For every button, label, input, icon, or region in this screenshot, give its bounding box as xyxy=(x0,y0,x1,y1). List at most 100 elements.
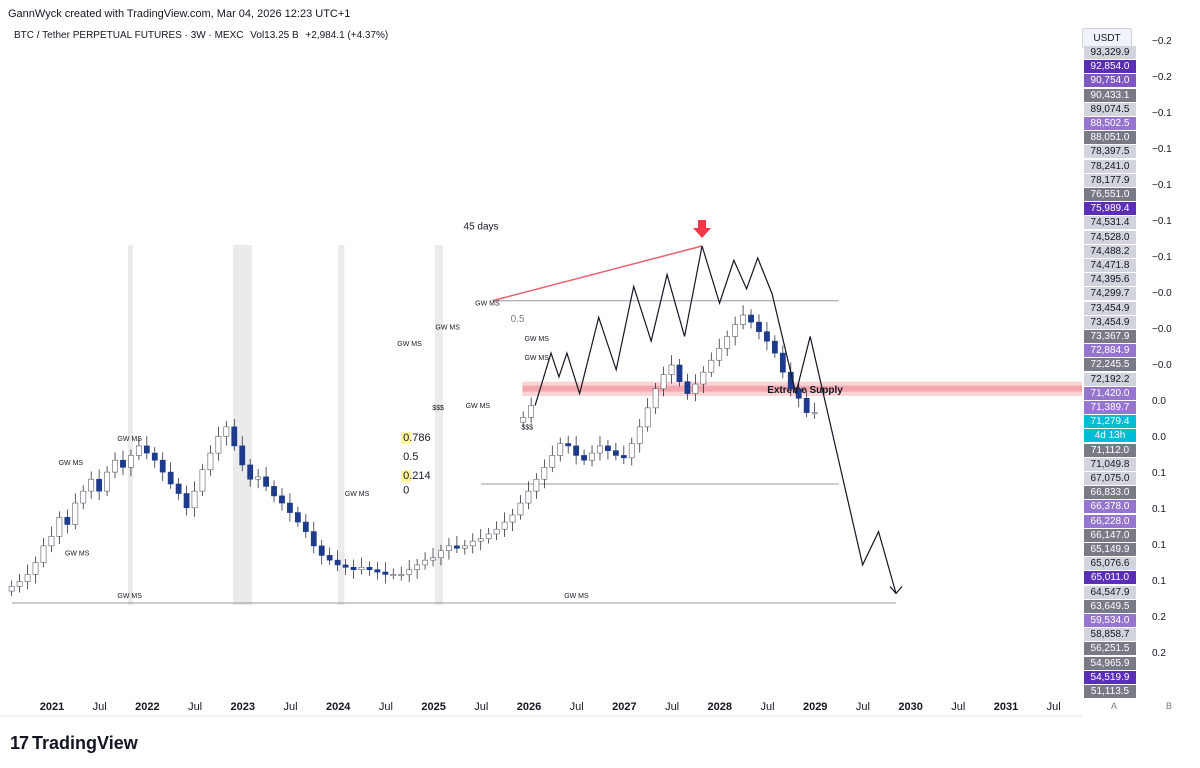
candle-up xyxy=(207,452,214,471)
candle-down xyxy=(287,502,293,513)
candle xyxy=(597,436,603,461)
candle-up xyxy=(520,417,527,423)
candle-up xyxy=(811,412,818,415)
candle xyxy=(430,548,436,567)
price-axis-label: 78,241.0 xyxy=(1084,159,1136,173)
candle xyxy=(294,506,301,527)
candle xyxy=(803,390,810,418)
candle-down xyxy=(279,495,285,504)
candle xyxy=(612,442,619,461)
fib-level-label: 0.5 xyxy=(403,451,418,463)
candle-down xyxy=(676,364,683,382)
candle xyxy=(390,568,397,580)
price-axis-label: 74,471.8 xyxy=(1084,259,1136,272)
price-axis-label: 74,395.6 xyxy=(1084,273,1136,287)
candle-up xyxy=(8,586,15,592)
right-scale-label: 0.1 xyxy=(1152,576,1166,587)
price-axis-label: 63,649.5 xyxy=(1084,599,1136,613)
candle-down xyxy=(581,455,587,461)
auto-scale-button[interactable]: A xyxy=(1111,701,1118,711)
candle xyxy=(64,509,71,534)
price-axis-label: 90,754.0 xyxy=(1084,74,1136,88)
candle-up xyxy=(732,324,739,337)
candle xyxy=(104,466,110,496)
candle xyxy=(700,366,707,394)
candle xyxy=(477,528,484,551)
candle xyxy=(215,426,222,461)
candle xyxy=(358,557,365,575)
candle-down xyxy=(748,314,754,323)
candle-up xyxy=(40,545,47,563)
price-axis-label: 73,367.9 xyxy=(1084,330,1136,343)
price-axis-label: 73,454.9 xyxy=(1084,301,1136,315)
candle xyxy=(8,580,15,596)
candle xyxy=(589,445,595,467)
tradingview-logo-icon: 17 xyxy=(10,733,29,753)
candle xyxy=(318,539,325,565)
price-axis-label: 75,989.4 xyxy=(1084,202,1136,216)
candle xyxy=(263,467,269,492)
candle-up xyxy=(660,374,667,390)
annotation-label: $$$ xyxy=(521,424,533,431)
price-axis-label: 73,454.9 xyxy=(1084,315,1136,329)
candle xyxy=(88,471,95,499)
candle xyxy=(438,544,444,566)
price-axis-label: 88,502.5 xyxy=(1084,117,1136,130)
price-axis-label: 71,389.7 xyxy=(1084,401,1136,414)
candle-down xyxy=(159,459,166,473)
candle-up xyxy=(597,445,603,454)
currency-badge[interactable]: USDT xyxy=(1082,28,1132,48)
candle xyxy=(326,547,333,565)
right-scale-label: −0.2 xyxy=(1152,36,1172,47)
candle xyxy=(779,345,786,379)
candle xyxy=(48,526,55,553)
candle-up xyxy=(509,514,516,523)
annotations: 45 days GW MS GW MS GW MS GW MS GW MS GW MS GW … xyxy=(59,221,589,600)
candle-down xyxy=(764,331,770,342)
right-scale-label: −0.0 xyxy=(1152,360,1172,371)
tradingview-logo[interactable]: 17 TradingView xyxy=(10,733,138,754)
x-tick-label: 2030 xyxy=(898,701,922,713)
candle xyxy=(167,462,174,489)
symbol-name[interactable]: BTC / Tether PERPETUAL FUTURES · 3W · ME… xyxy=(14,30,244,41)
candle-up xyxy=(72,502,79,525)
candle-down xyxy=(684,381,691,394)
x-tick-label: Jul xyxy=(283,701,297,713)
price-axis-label: 88,051.0 xyxy=(1084,131,1136,145)
price-axis-label: 78,177.9 xyxy=(1084,173,1136,187)
candle xyxy=(271,480,277,503)
x-axis: 2021 Jul 2022 Jul 2023 Jul 2024 Jul 2025 Jul 2026 J… xyxy=(0,701,1082,717)
candle-up xyxy=(398,574,405,576)
candle xyxy=(517,495,524,520)
right-scale-label: 0.2 xyxy=(1152,612,1166,623)
candle-up xyxy=(135,445,142,456)
trend-line xyxy=(491,245,703,302)
candle xyxy=(406,559,413,583)
candle xyxy=(175,478,182,500)
log-scale-button[interactable]: B xyxy=(1166,701,1173,711)
candle-down xyxy=(239,445,246,466)
x-tick-label: 2024 xyxy=(326,701,351,713)
fib-level-label: 0.214 xyxy=(403,470,431,482)
candle xyxy=(374,561,381,580)
price-axis-label: 90,433.1 xyxy=(1084,88,1136,102)
x-tick-label: Jul xyxy=(93,701,107,713)
annotation-label: 0.5 xyxy=(511,314,525,325)
candle xyxy=(509,508,516,532)
price-axis-label: 67,075.0 xyxy=(1084,472,1136,485)
candle xyxy=(422,552,428,570)
candle-up xyxy=(477,538,484,542)
candle-up xyxy=(390,574,397,576)
right-scale-label: −0.1 xyxy=(1152,216,1172,227)
price-chart[interactable]: Extreme Supply 45 days GW MS GW MS GW MS GW … xyxy=(0,0,1200,718)
candle xyxy=(279,488,285,511)
candle xyxy=(692,374,699,402)
candle-up xyxy=(48,536,55,547)
x-tick-label: 2027 xyxy=(612,701,636,713)
candle xyxy=(128,449,134,477)
candle-up xyxy=(104,471,110,492)
candle-up xyxy=(541,467,548,480)
right-scale-label: 0.2 xyxy=(1152,648,1166,659)
x-tick-label: 2022 xyxy=(135,701,159,713)
candle xyxy=(732,316,739,346)
